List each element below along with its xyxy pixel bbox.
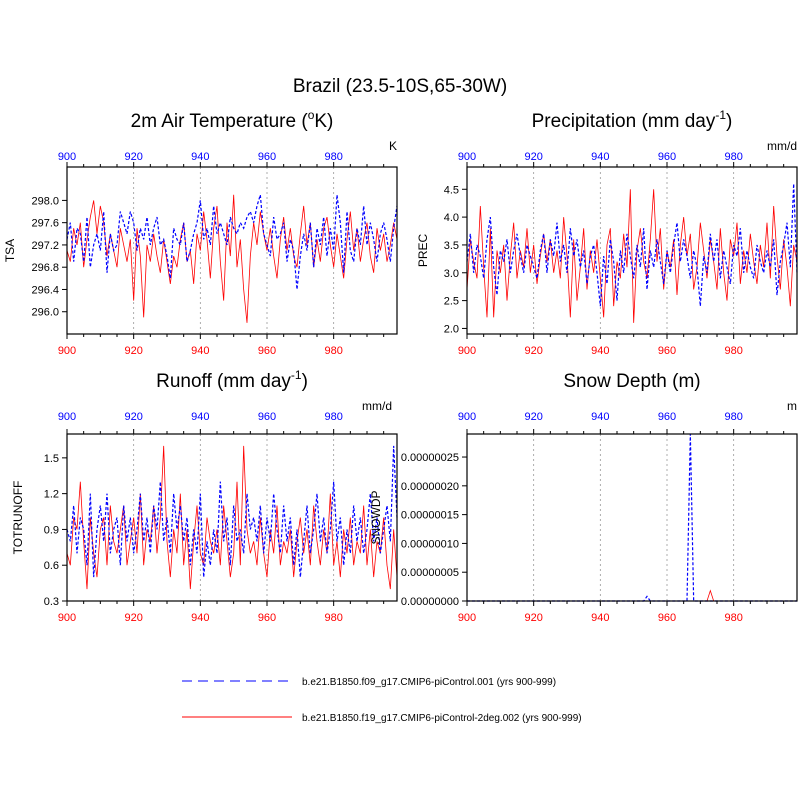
x-tick-label-bottom: 900 xyxy=(58,612,76,624)
x-tick-label-bottom: 960 xyxy=(658,612,676,624)
plot-frame xyxy=(466,166,798,335)
x-tick-label-top: 980 xyxy=(324,151,342,163)
x-tick-label-top: 920 xyxy=(524,151,542,163)
legend: b.e21.B1850.f09_g17.CMIP6-piControl.001 … xyxy=(182,677,582,724)
y-tick-label: 296.4 xyxy=(31,284,59,296)
y-tick-label: 297.6 xyxy=(31,218,59,230)
y-tick-label: 298.0 xyxy=(31,195,59,207)
x-tick-label-top: 980 xyxy=(724,151,742,163)
x-tick-label-bottom: 960 xyxy=(658,345,676,357)
x-tick-label-top: 900 xyxy=(458,411,476,423)
x-tick-label-top: 940 xyxy=(591,151,609,163)
y-tick-label: 2.0 xyxy=(444,323,459,335)
y-tick-label: 0.6 xyxy=(44,560,59,572)
y-tick-label: 3.5 xyxy=(444,240,459,252)
x-tick-label-top: 960 xyxy=(658,411,676,423)
y-tick-label: 0.00000025 xyxy=(401,452,459,464)
x-tick-label-top: 940 xyxy=(191,151,209,163)
figure-title: Brazil (23.5-10S,65-30W) xyxy=(293,76,507,97)
x-tick-label-top: 960 xyxy=(258,151,276,163)
panel-title: Runoff (mm day-1) xyxy=(156,368,308,392)
series-line-red xyxy=(66,194,398,323)
series-line-blue xyxy=(66,194,398,290)
y-tick-label: 4.5 xyxy=(444,184,459,196)
y-tick-label: 0.00000005 xyxy=(401,567,459,579)
x-tick-label-bottom: 920 xyxy=(124,612,142,624)
x-tick-label-bottom: 920 xyxy=(524,612,542,624)
x-tick-label-top: 920 xyxy=(124,151,142,163)
units-label: m xyxy=(787,399,797,413)
y-tick-label: 2.5 xyxy=(444,296,459,308)
panel-1: 2m Air Temperature (oK) K 900 900 920 920 940 9… xyxy=(3,108,398,357)
x-tick-label-top: 940 xyxy=(591,411,609,423)
panel-4: Snow Depth (m) m 900 900 920 920 940 940 960 960 9… xyxy=(369,371,798,624)
x-tick-label-bottom: 900 xyxy=(458,612,476,624)
x-tick-label-bottom: 960 xyxy=(258,345,276,357)
y-axis-label: PREC xyxy=(416,233,430,267)
x-tick-label-bottom: 900 xyxy=(458,345,476,357)
x-tick-label-top: 900 xyxy=(58,411,76,423)
series-line-red xyxy=(66,445,398,590)
x-tick-label-bottom: 940 xyxy=(191,612,209,624)
y-tick-label: 296.8 xyxy=(31,262,59,274)
x-tick-label-bottom: 980 xyxy=(724,612,742,624)
plot-frame xyxy=(66,166,398,335)
x-tick-label-bottom: 980 xyxy=(324,345,342,357)
y-tick-label: 0.9 xyxy=(44,524,59,536)
y-tick-label: 0.00000010 xyxy=(401,538,459,550)
series-line-blue xyxy=(66,445,398,578)
y-axis-label: TSA xyxy=(3,239,17,262)
series-line-blue xyxy=(467,433,797,602)
series-line-blue xyxy=(466,183,798,307)
plot-frame xyxy=(466,433,798,602)
panel-title: 2m Air Temperature (oK) xyxy=(131,108,334,132)
x-tick-label-bottom: 960 xyxy=(258,612,276,624)
x-tick-label-bottom: 900 xyxy=(58,345,76,357)
y-tick-label: 4.0 xyxy=(444,212,459,224)
panel-3: Runoff (mm day-1) mm/d 900 900 920 920 940 940 9… xyxy=(11,368,398,624)
x-tick-label-top: 920 xyxy=(524,411,542,423)
x-tick-label-top: 900 xyxy=(58,151,76,163)
y-tick-label: 0.00000020 xyxy=(401,481,459,493)
series-line-red xyxy=(466,189,798,323)
x-tick-label-top: 980 xyxy=(724,411,742,423)
y-tick-label: 0.00000015 xyxy=(401,510,459,522)
units-label: K xyxy=(389,139,397,153)
legend-label-series1: b.e21.B1850.f09_g17.CMIP6-piControl.001 … xyxy=(302,677,556,688)
x-tick-label-top: 900 xyxy=(458,151,476,163)
x-tick-label-bottom: 940 xyxy=(191,345,209,357)
x-tick-label-bottom: 920 xyxy=(524,345,542,357)
y-tick-label: 3.0 xyxy=(444,268,459,280)
x-tick-label-bottom: 920 xyxy=(124,345,142,357)
y-tick-label: 0.3 xyxy=(44,596,59,608)
y-tick-label: 1.5 xyxy=(44,453,59,465)
y-axis-label: TOTRUNOFF xyxy=(11,481,25,555)
y-tick-label: 296.0 xyxy=(31,307,59,319)
legend-label-series2: b.e21.B1850.f19_g17.CMIP6-piControl-2deg… xyxy=(302,713,582,724)
panel-2: Precipitation (mm day-1) mm/d 900 900 920 920… xyxy=(416,108,798,357)
x-tick-label-bottom: 940 xyxy=(591,345,609,357)
panel-title: Snow Depth (m) xyxy=(563,371,700,392)
x-tick-label-bottom: 980 xyxy=(324,612,342,624)
x-tick-label-top: 960 xyxy=(258,411,276,423)
x-tick-label-bottom: 940 xyxy=(591,612,609,624)
y-tick-label: 0.00000000 xyxy=(401,596,459,608)
x-tick-label-top: 980 xyxy=(324,411,342,423)
units-label: mm/d xyxy=(362,399,392,413)
y-tick-label: 297.2 xyxy=(31,240,59,252)
x-tick-label-top: 920 xyxy=(124,411,142,423)
units-label: mm/d xyxy=(767,139,797,153)
panel-title: Precipitation (mm day-1) xyxy=(532,108,733,132)
x-tick-label-top: 960 xyxy=(658,151,676,163)
x-tick-label-top: 940 xyxy=(191,411,209,423)
y-axis-label: SNOWDP xyxy=(369,491,383,545)
series-line-red xyxy=(467,589,797,602)
plot-frame xyxy=(66,433,398,602)
y-tick-label: 1.2 xyxy=(44,489,59,501)
x-tick-label-bottom: 980 xyxy=(724,345,742,357)
